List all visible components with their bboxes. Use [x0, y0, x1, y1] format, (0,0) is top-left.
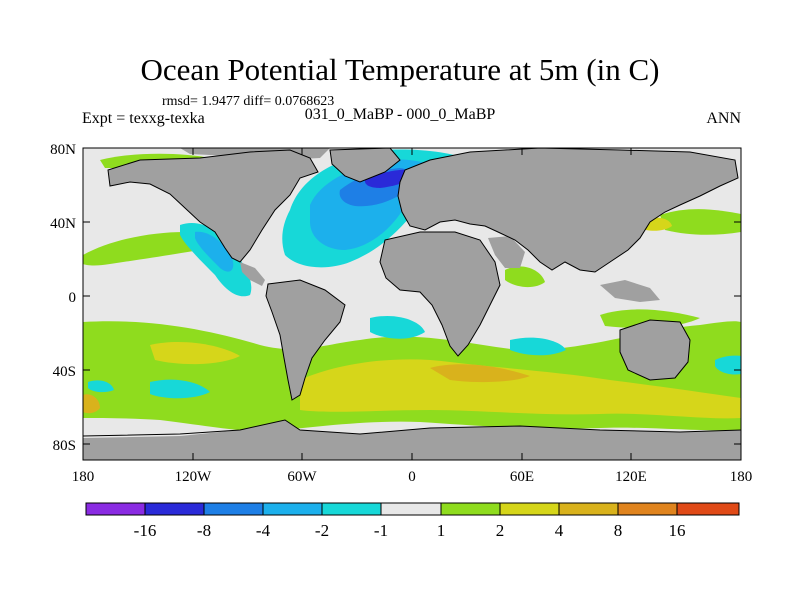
anomaly-field — [83, 148, 741, 460]
coast-africa — [379, 231, 501, 357]
south-pacific-cold-patch — [150, 379, 210, 399]
land-south-america — [266, 280, 345, 400]
land-antarctica — [83, 420, 741, 460]
tropical-pacific-cold-deep — [195, 231, 234, 272]
x-tick-60w: 60W — [287, 469, 317, 485]
experiment-label: Expt = texxg-texka — [82, 110, 205, 127]
colorbar-swatch-7 — [500, 503, 559, 515]
south-atlantic-cold-patch — [370, 315, 425, 339]
colorbar-swatch-8 — [559, 503, 618, 515]
land-africa — [380, 232, 500, 356]
north-pacific-warm-band-east — [660, 209, 741, 235]
x-tick-120w: 120W — [175, 469, 213, 485]
west-warm-edge — [83, 394, 100, 414]
colorbar-label-7: 4 — [555, 521, 564, 540]
colorbar-label-8: 8 — [614, 521, 623, 540]
colorbar: -16 -8 -4 -2 -1 1 2 4 8 16 — [85, 502, 740, 540]
colorbar-label-5: 1 — [437, 521, 446, 540]
colorbar-swatch-6 — [441, 503, 500, 515]
colorbar-swatch-9 — [618, 503, 677, 515]
southern-ocean-yellow-band — [300, 359, 741, 419]
y-tick-40s: 40S — [53, 364, 76, 380]
colorbar-swatch-4 — [322, 503, 381, 515]
x-tick-0: 0 — [408, 469, 416, 485]
colorbar-swatch-2 — [204, 503, 263, 515]
south-pacific-warm-patch — [150, 342, 240, 365]
colorbar-swatch-3 — [263, 503, 322, 515]
coast-south-america — [265, 279, 346, 401]
season-label: ANN — [706, 110, 741, 127]
period-label: 031_0_MaBP - 000_0_MaBP — [304, 106, 496, 123]
colorbar-label-1: -8 — [197, 521, 211, 540]
coast-greenland — [329, 148, 401, 183]
land-maritime-continent — [600, 280, 660, 302]
colorbar-label-0: -16 — [134, 521, 157, 540]
coast-antarctica — [83, 419, 741, 437]
x-tick-180e: 180 — [730, 469, 753, 485]
coast-north-america — [107, 149, 319, 263]
x-tick-120e: 120E — [615, 469, 647, 485]
colorbar-dividers — [144, 503, 678, 515]
colorbar-outline — [85, 502, 740, 516]
colorbar-label-6: 2 — [496, 521, 505, 540]
southern-ocean-orange-patch — [430, 364, 530, 383]
plot-title: Ocean Potential Temperature at 5m (in C) — [140, 52, 660, 87]
stats-line: rmsd= 1.9477 diff= 0.0768623 — [162, 94, 335, 109]
colorbar-swatch-5 — [381, 503, 441, 515]
y-tick-40n: 40N — [50, 216, 76, 232]
x-tick-180w: 180 — [72, 469, 95, 485]
land-north-america — [108, 150, 318, 262]
colorbar-swatch-0 — [86, 503, 145, 515]
y-tick-80n: 80N — [50, 142, 76, 158]
land-australia — [620, 320, 690, 380]
land-masses — [83, 148, 741, 460]
coastlines — [83, 148, 741, 437]
north-pacific-warm-band — [83, 232, 212, 266]
land-greenland — [330, 148, 400, 182]
southwest-pacific-cold-patch — [88, 380, 114, 393]
colorbar-swatch-10 — [677, 503, 739, 515]
y-tick-80s: 80S — [53, 438, 76, 454]
land-eurasia — [398, 148, 738, 272]
tropical-indian-green-patch — [505, 266, 545, 288]
colorbar-swatch-1 — [145, 503, 204, 515]
coast-australia — [619, 319, 691, 381]
land-arabia — [488, 236, 525, 268]
x-tick-60e: 60E — [510, 469, 534, 485]
coast-eurasia — [397, 148, 739, 273]
colorbar-label-4: -1 — [374, 521, 388, 540]
colorbar-label-3: -2 — [315, 521, 329, 540]
colorbar-label-9: 16 — [669, 521, 686, 540]
land-central-america — [240, 262, 265, 286]
indian-ocean-cold-patch — [510, 337, 566, 356]
y-tick-0: 0 — [69, 290, 77, 306]
tick-marks — [82, 147, 742, 460]
colorbar-label-2: -4 — [256, 521, 271, 540]
